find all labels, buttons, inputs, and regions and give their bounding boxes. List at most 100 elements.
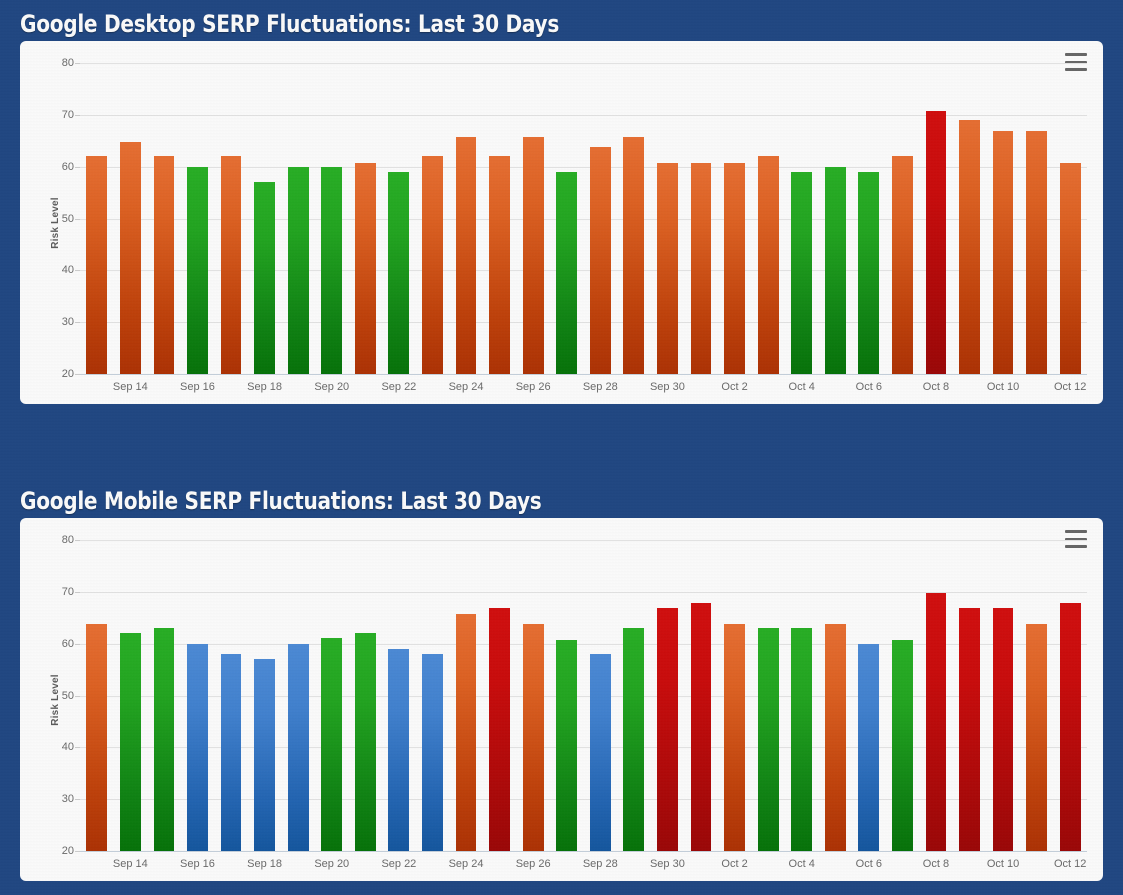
- bar[interactable]: [724, 623, 745, 851]
- x-tick-label: Sep 20: [314, 381, 350, 393]
- bar[interactable]: [321, 166, 343, 374]
- bar[interactable]: [86, 623, 108, 851]
- bar[interactable]: [556, 171, 578, 374]
- bar[interactable]: [1026, 131, 1048, 374]
- bar[interactable]: [925, 110, 947, 374]
- bar[interactable]: [388, 171, 410, 374]
- bar[interactable]: [220, 654, 242, 851]
- y-tick-mark: [75, 591, 80, 593]
- bar[interactable]: [623, 628, 645, 851]
- bar[interactable]: [992, 131, 1014, 374]
- bar[interactable]: [589, 654, 611, 851]
- bar[interactable]: [690, 162, 712, 374]
- bar[interactable]: [119, 142, 141, 374]
- desktop-chart-panel: Risk Level 20 30 40 50 60 70 80 Sep 14 Sep 16 Se…: [20, 41, 1103, 404]
- hamburger-icon[interactable]: [1065, 53, 1087, 71]
- bar[interactable]: [489, 156, 510, 374]
- y-tick-label: 50: [61, 212, 74, 225]
- x-tick-label: Oct 4: [788, 858, 815, 870]
- desktop-gridlines: [75, 41, 1087, 404]
- bar[interactable]: [220, 156, 242, 374]
- bar[interactable]: [489, 608, 510, 851]
- hamburger-icon[interactable]: [1065, 530, 1087, 548]
- bar[interactable]: [757, 628, 779, 851]
- bar[interactable]: [858, 643, 880, 851]
- bar[interactable]: [422, 654, 443, 851]
- bar[interactable]: [1059, 603, 1081, 851]
- bar[interactable]: [455, 136, 477, 374]
- bar[interactable]: [791, 171, 813, 374]
- y-tick-mark: [75, 540, 80, 541]
- x-tick-label: Sep 16: [180, 858, 215, 870]
- bar[interactable]: [187, 643, 208, 851]
- bar[interactable]: [757, 156, 779, 374]
- bar[interactable]: [187, 166, 208, 374]
- y-tick-mark: [75, 63, 80, 64]
- bar[interactable]: [522, 136, 544, 374]
- mobile-chart-panel: Risk Level 20 30 40 50 60 70 80 Sep 14 Sep 16 Se…: [20, 518, 1103, 881]
- bar[interactable]: [791, 628, 813, 851]
- x-tick-label: Sep 30: [649, 858, 685, 870]
- bar[interactable]: [959, 120, 980, 374]
- bar[interactable]: [858, 171, 880, 374]
- gridline: [80, 591, 1087, 593]
- hamburger-bar-1: [1065, 53, 1087, 56]
- x-tick-label: Sep 18: [247, 858, 283, 870]
- bar[interactable]: [119, 633, 141, 851]
- gridline: [80, 799, 1087, 801]
- gridline: [80, 374, 1087, 375]
- y-tick-mark: [75, 643, 80, 645]
- bar[interactable]: [522, 623, 544, 851]
- y-tick-label: 70: [61, 585, 74, 598]
- bar[interactable]: [354, 633, 376, 851]
- y-tick-mark: [75, 270, 80, 272]
- bar[interactable]: [657, 162, 678, 374]
- bar[interactable]: [623, 136, 645, 374]
- x-tick-label: Sep 28: [582, 858, 618, 870]
- bar[interactable]: [254, 182, 275, 374]
- x-tick-label: Oct 8: [922, 858, 950, 870]
- y-tick-mark: [75, 218, 80, 220]
- bar[interactable]: [1059, 162, 1081, 374]
- mobile-x-axis-labels: Sep 14 Sep 16 Sep 18 Sep 20 Sep 22 Sep 24 Sep …: [80, 855, 1087, 875]
- gridline: [80, 747, 1087, 749]
- y-tick-mark: [75, 166, 80, 168]
- y-tick-mark: [75, 747, 80, 749]
- desktop-y-axis-labels: 20 30 40 50 60 70 80: [20, 41, 80, 404]
- bar[interactable]: [254, 659, 275, 851]
- bar[interactable]: [959, 608, 980, 851]
- bar[interactable]: [321, 638, 343, 851]
- bar[interactable]: [86, 156, 108, 374]
- x-tick-label: Sep 14: [112, 858, 148, 870]
- bar[interactable]: [455, 613, 477, 851]
- x-tick-label: Sep 14: [112, 381, 148, 393]
- bar[interactable]: [388, 648, 410, 851]
- bar[interactable]: [690, 603, 712, 851]
- bar[interactable]: [354, 162, 376, 374]
- y-tick-label: 20: [61, 368, 74, 380]
- bar[interactable]: [657, 608, 678, 851]
- bar[interactable]: [824, 166, 846, 374]
- bar[interactable]: [153, 156, 175, 374]
- bar[interactable]: [422, 156, 443, 374]
- bar[interactable]: [287, 643, 309, 851]
- bar[interactable]: [925, 592, 947, 851]
- x-tick-label: Oct 6: [855, 381, 882, 393]
- x-tick-label: Oct 6: [855, 858, 882, 870]
- bar[interactable]: [724, 162, 745, 374]
- bar[interactable]: [589, 146, 611, 374]
- bar[interactable]: [891, 639, 913, 851]
- bar[interactable]: [287, 166, 309, 374]
- y-tick-label: 70: [61, 108, 74, 121]
- bar[interactable]: [824, 623, 846, 851]
- bar[interactable]: [891, 156, 913, 374]
- bar[interactable]: [556, 639, 578, 851]
- mobile-y-axis-labels: 20 30 40 50 60 70 80: [20, 518, 80, 881]
- bar[interactable]: [992, 608, 1014, 851]
- bar[interactable]: [1026, 623, 1048, 851]
- x-tick-label: Sep 30: [649, 381, 685, 393]
- bar[interactable]: [153, 628, 175, 851]
- desktop-bars: [80, 41, 1087, 404]
- hamburger-bar-2: [1065, 60, 1087, 64]
- y-tick-mark: [75, 695, 80, 697]
